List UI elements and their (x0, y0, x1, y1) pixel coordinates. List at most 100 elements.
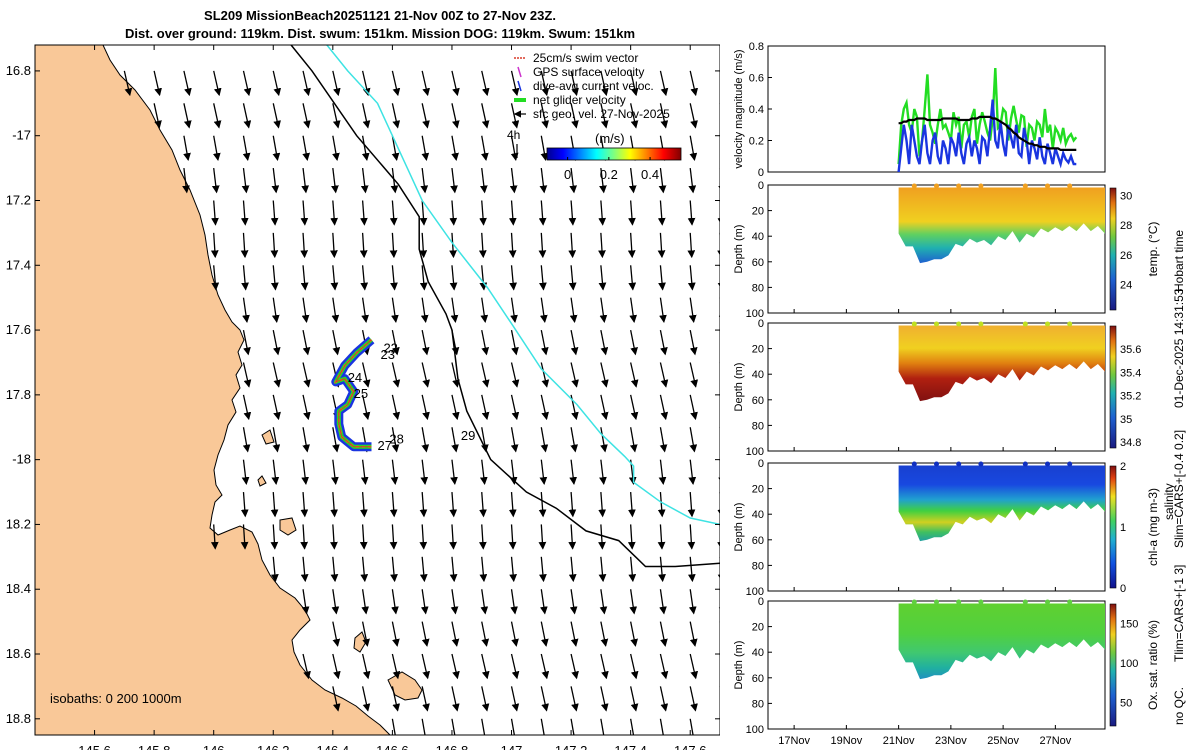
current-vector-arrow (361, 589, 370, 615)
section-colorbar-tick-label: 2 (1120, 461, 1126, 473)
current-vector-arrow (689, 135, 698, 161)
current-vector-arrow (420, 589, 429, 615)
current-vector-arrow (332, 621, 341, 647)
current-vector-arrow (540, 718, 545, 735)
current-vector-arrow (419, 556, 428, 583)
current-vector-arrow (480, 297, 489, 323)
current-vector-arrow (361, 70, 371, 97)
swim-vector-track (334, 339, 372, 448)
current-vector-arrow (540, 362, 550, 388)
current-vector-arrow (659, 427, 668, 453)
right-annotation-line2: Hobart time (1172, 230, 1186, 292)
day-label: 23 (380, 347, 394, 362)
current-vector-arrow (421, 394, 430, 421)
current-vector-arrow (451, 686, 460, 712)
section-data-area (898, 325, 1105, 402)
section-colorbar-label: chl-a (mg m-3) (1146, 488, 1160, 566)
surface-dot (978, 599, 984, 605)
surface-dot (1067, 461, 1073, 467)
section-ytick-label: 60 (752, 395, 764, 407)
current-vector-arrow (421, 103, 430, 129)
current-vector-arrow (628, 168, 637, 194)
current-vector-arrow (272, 362, 282, 388)
section-xtick-label: 27Nov (1039, 735, 1071, 747)
current-vector-arrow (659, 362, 669, 388)
current-vector-arrow (451, 653, 460, 680)
current-vector-arrow (509, 556, 518, 583)
current-vector-arrow (540, 621, 549, 647)
colorbar-tick-label: 0.2 (600, 167, 618, 182)
current-vector-arrow (689, 621, 698, 647)
current-vector-arrow (510, 362, 520, 388)
current-vector-arrow (570, 362, 579, 388)
surface-dot (1067, 599, 1073, 605)
current-vector-arrow (211, 200, 219, 226)
map-ytick-label: 18.6 (6, 646, 31, 661)
section-data-area (898, 187, 1105, 264)
current-vector-arrow (391, 329, 400, 356)
map-ytick-label: 18.2 (6, 516, 31, 531)
map-xtick-label: 147.6 (674, 743, 707, 750)
current-vector-arrow (540, 427, 549, 453)
current-vector-arrow (361, 297, 369, 323)
current-vector-arrow (539, 459, 548, 485)
current-vector-arrow (331, 459, 339, 485)
current-vector-arrow (332, 686, 341, 712)
velocity-ylabel: velocity magnitude (m/s) (733, 49, 745, 168)
map-frame (34, 44, 720, 736)
current-vector-arrow (600, 103, 609, 129)
surface-dot (1045, 183, 1051, 189)
current-vector-arrow (272, 427, 281, 453)
colorbar-label: (m/s) (595, 131, 625, 146)
legend-swatch (517, 80, 522, 92)
map-xtick-label: 147 (501, 743, 523, 750)
current-vector-arrow (450, 589, 459, 615)
current-vector-arrow (302, 394, 311, 421)
current-vector-arrow (301, 459, 309, 485)
current-vector-arrow (598, 200, 607, 226)
section-ylabel: Depth (m) (733, 363, 745, 412)
current-vector-arrow (599, 589, 608, 615)
current-vector-arrow (628, 556, 637, 583)
velocity-ytick-label: 0.4 (749, 104, 764, 116)
current-vector-arrow (123, 70, 133, 97)
day-label: 25 (354, 386, 368, 401)
current-vector-arrow (508, 200, 517, 226)
legend-label: GPS surface velocity (533, 65, 644, 79)
current-vector-arrow (419, 265, 428, 291)
current-vector-arrow (479, 556, 488, 583)
current-vector-arrow (421, 70, 430, 97)
current-vector-arrow (689, 70, 699, 97)
surface-dot (1067, 183, 1073, 189)
current-vector-arrow (242, 103, 252, 129)
current-vector-arrow (332, 427, 340, 453)
current-vector-arrow (390, 459, 399, 485)
current-vector-arrow (509, 265, 517, 291)
current-vector-arrow (451, 362, 460, 388)
current-vector-arrow (540, 70, 550, 97)
current-vector-arrow (270, 232, 279, 259)
current-vector-arrow (451, 103, 460, 129)
current-vector-arrow (510, 653, 520, 680)
section-xtick-label: 25Nov (987, 735, 1019, 747)
velocity-ytick-label: 0 (758, 167, 764, 179)
current-vector-arrow (359, 524, 368, 550)
island-4 (279, 517, 297, 536)
current-vector-arrow (451, 394, 460, 421)
current-vector-arrow (271, 459, 280, 485)
current-vector-arrow (568, 232, 577, 259)
current-vector-arrow (332, 103, 341, 129)
current-vector-arrow (330, 200, 339, 226)
current-vector-arrow (568, 265, 577, 291)
current-vector-arrow (570, 427, 579, 453)
current-vector-arrow (391, 103, 401, 129)
current-vector-arrow (240, 491, 249, 518)
current-vector-arrow (598, 524, 606, 550)
current-vector-arrow (420, 297, 429, 323)
current-vector-arrow (332, 135, 340, 161)
tlim-label: Tlim=CARS+[-1 3] (1172, 564, 1186, 662)
current-vector-arrow (627, 232, 636, 259)
current-vector-arrow (599, 297, 608, 323)
section-colorbar (1109, 603, 1117, 727)
